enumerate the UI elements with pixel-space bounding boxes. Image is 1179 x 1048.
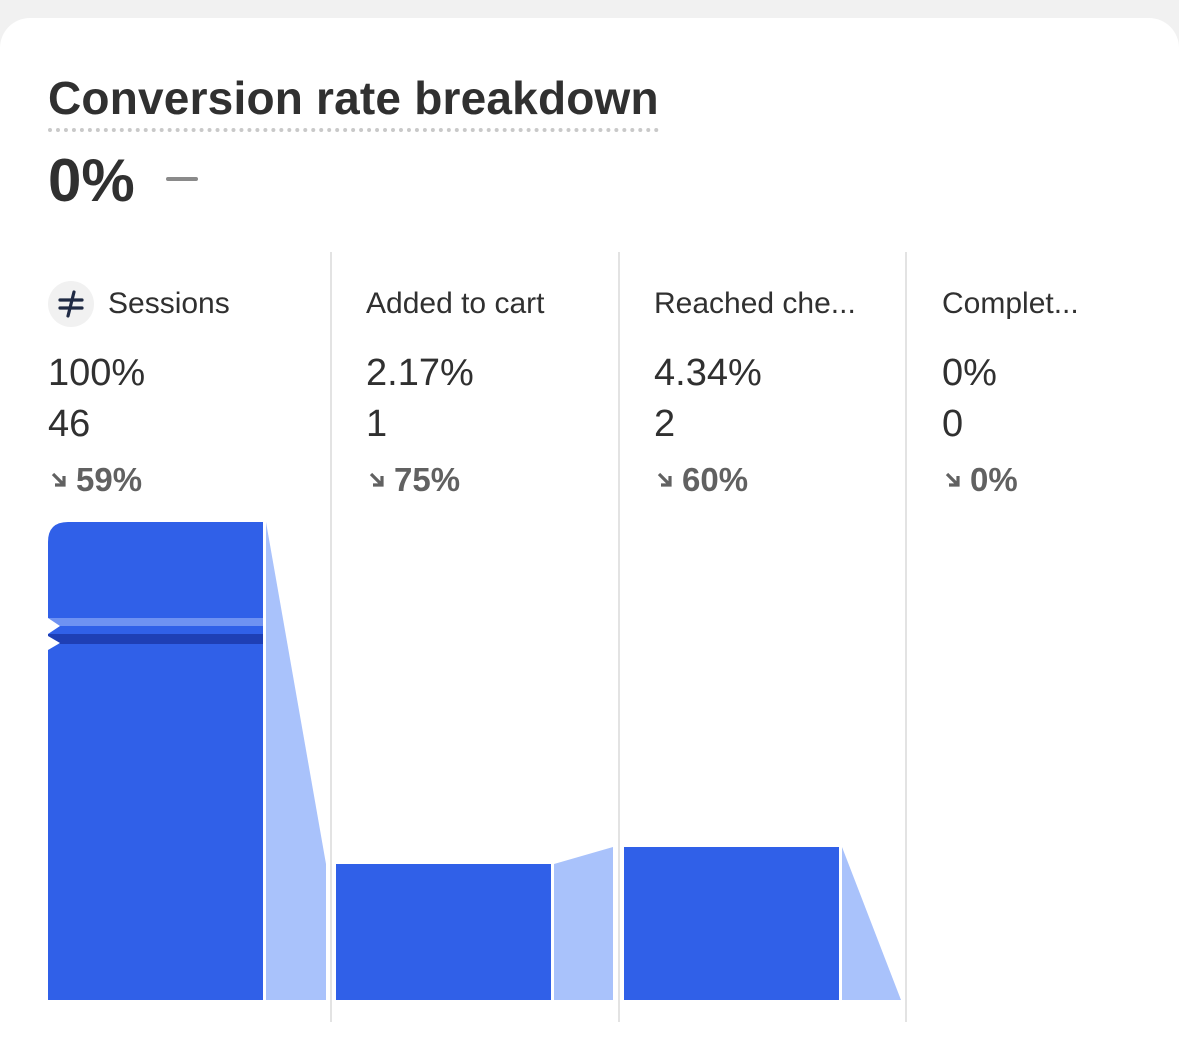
funnel-bar[interactable] — [48, 522, 263, 1000]
funnel-step-added-to-cart[interactable]: Added to cart 2.17% 1 75% — [366, 280, 626, 500]
column-divider — [905, 252, 907, 1022]
funnel-connector — [842, 847, 901, 1000]
fluctuation-icon — [48, 281, 94, 327]
funnel-step-sessions[interactable]: Sessions 100% 46 59% — [48, 280, 308, 500]
step-count: 2 — [654, 403, 676, 445]
step-change: 59% — [48, 460, 308, 500]
step-change-value: 60% — [682, 461, 749, 498]
step-change: 0% — [942, 460, 1179, 500]
funnel-step-completed-checkout[interactable]: Complet... 0% 0 0% — [942, 280, 1179, 500]
step-change-value: 59% — [76, 461, 143, 498]
axis-break-notch — [48, 618, 60, 634]
no-change-indicator — [166, 177, 198, 181]
step-rate: 0% — [942, 352, 997, 394]
axis-break-notch — [48, 636, 60, 650]
funnel-connector — [266, 522, 326, 1000]
step-count: 1 — [366, 403, 388, 445]
step-label: Sessions — [108, 287, 230, 320]
arrow-down-right-icon — [945, 472, 960, 487]
funnel-bar[interactable] — [624, 847, 839, 1000]
conversion-rate-value: 0% — [48, 147, 135, 214]
step-rate: 100% — [48, 352, 146, 394]
card-title[interactable]: Conversion rate breakdown — [48, 70, 659, 132]
step-count: 46 — [48, 403, 91, 445]
arrow-down-right-icon — [51, 472, 66, 487]
funnel-step-reached-checkout[interactable]: Reached che... 4.34% 2 60% — [654, 280, 914, 500]
axis-break-line — [48, 634, 263, 644]
arrow-down-right-icon — [369, 472, 384, 487]
step-rate: 4.34% — [654, 352, 762, 394]
arrow-down-right-icon — [657, 472, 672, 487]
step-change-value: 75% — [394, 461, 461, 498]
step-change: 60% — [654, 460, 914, 500]
conversion-rate-card: Conversion rate breakdown 0% Sessions 10… — [0, 18, 1179, 1048]
column-divider — [618, 252, 620, 1022]
step-rate: 2.17% — [366, 352, 474, 394]
step-change-value: 0% — [970, 461, 1018, 498]
step-label: Added to cart — [366, 287, 545, 320]
column-divider — [330, 252, 332, 1022]
funnel-chart — [48, 522, 901, 1000]
funnel-bar[interactable] — [336, 864, 551, 1000]
step-count: 0 — [942, 403, 964, 445]
funnel-connector — [554, 847, 613, 1000]
step-label: Reached che... — [654, 287, 856, 320]
step-label: Complet... — [942, 287, 1079, 320]
axis-break-line — [48, 618, 263, 626]
step-change: 75% — [366, 460, 626, 500]
